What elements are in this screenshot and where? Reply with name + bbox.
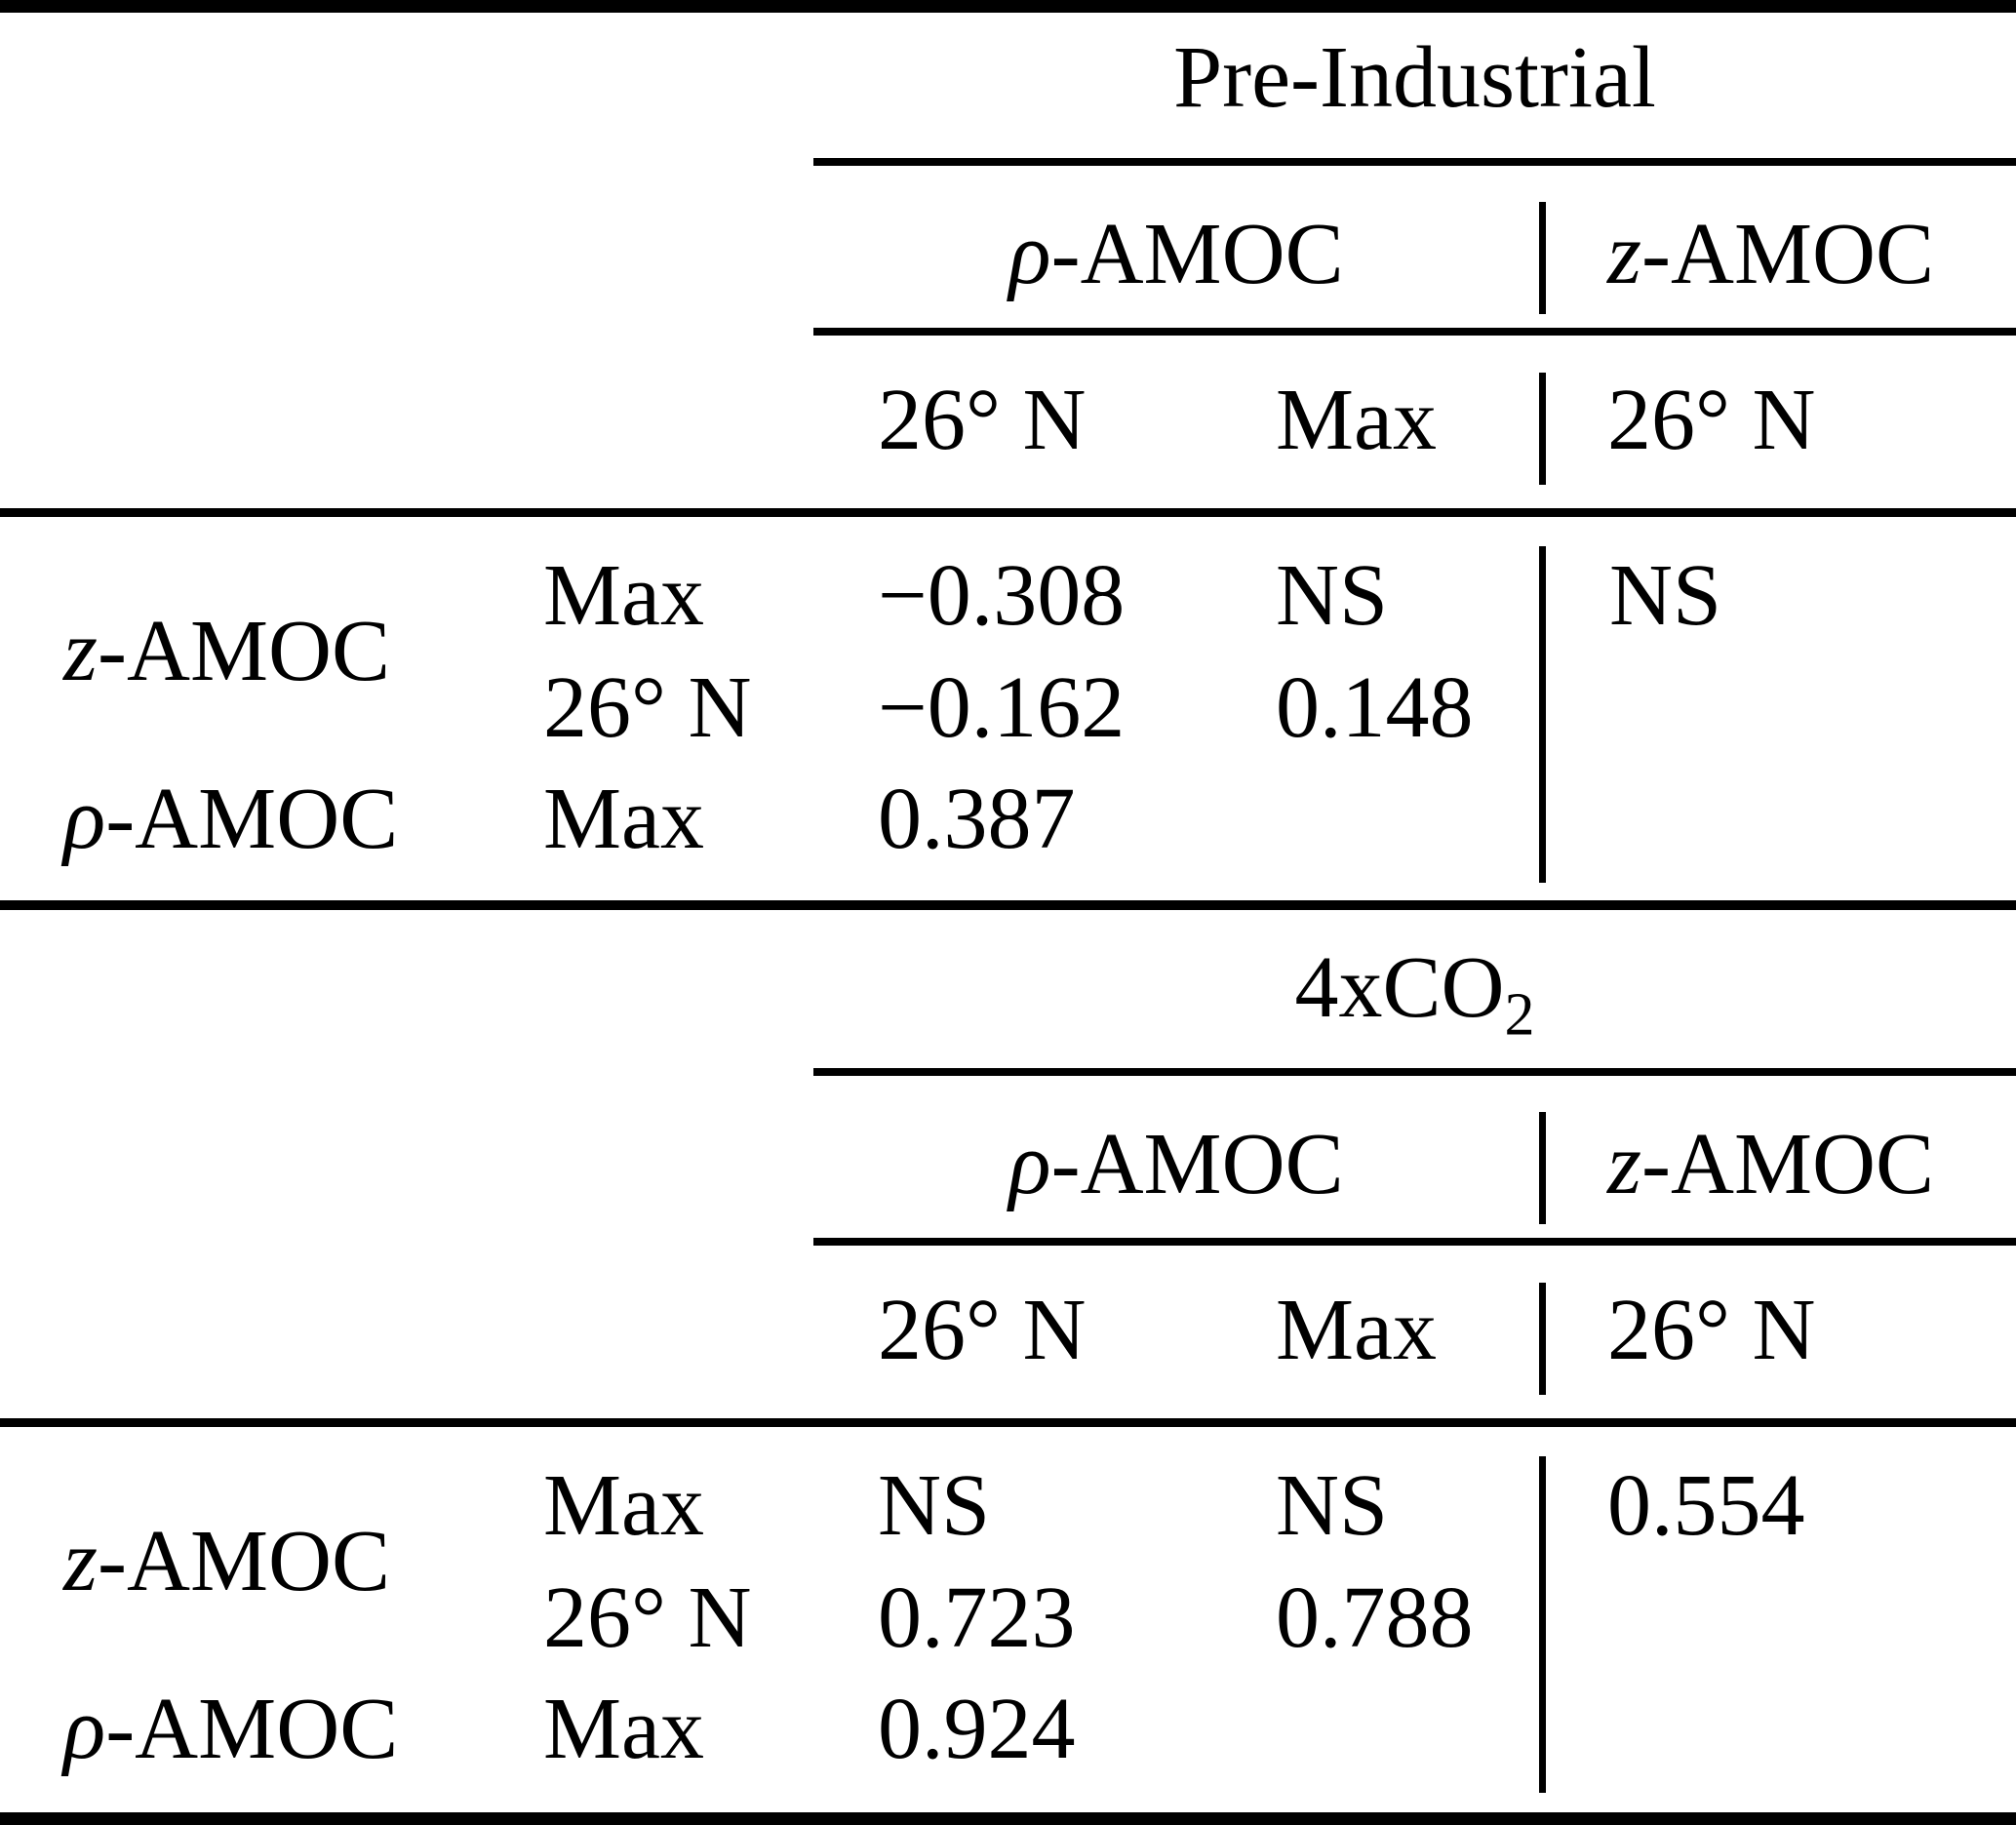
section1-row2-sublabel: 26° N [543,659,752,756]
group-header-suffix: -AMOC [1641,1116,1935,1212]
section2-z-amoc-group-header: z-AMOC [1607,1121,1934,1209]
z-symbol: z [1607,206,1642,302]
section2-row-group-label-rho-amoc: ρ-AMOC [63,1686,398,1773]
row-group-label-suffix: -AMOC [98,603,391,699]
column-divider-segment [1539,1112,1546,1224]
section1-title: Pre-Industrial [813,34,2016,122]
section-divider-rule [0,900,2016,910]
group-header-suffix: -AMOC [1050,1116,1344,1212]
section2-title-text: 4xCO [1294,939,1505,1036]
section1-rho-amoc-group-header: ρ-AMOC [845,211,1508,298]
section2-cell-z26n-rhomax: 0.788 [1276,1569,1474,1666]
z-symbol: z [63,1513,99,1609]
section1-cell-zmax-z26n: NS [1609,547,1722,644]
section1-groupheader-underline [813,328,2016,336]
column-divider-segment [1539,1283,1546,1395]
section1-cell-rhomax-rho26n: 0.387 [878,771,1076,867]
section1-cell-zmax-rhomax: NS [1276,547,1389,644]
section2-header-rule [0,1418,2016,1427]
section2-title: 4xCO2 [813,944,2016,1046]
section2-cell-zmax-z26n: 0.554 [1607,1457,1805,1554]
section2-row2-sublabel: 26° N [543,1569,752,1666]
section2-cell-rhomax-rho26n: 0.924 [878,1681,1076,1777]
column-divider-segment [1539,1456,1546,1793]
bottom-border-rule [0,1812,2016,1825]
section2-cell-zmax-rhomax: NS [1276,1457,1389,1554]
section1-cell-z26n-rhomax: 0.148 [1276,659,1474,756]
section1-col-header-rho-max: Max [1276,372,1437,468]
section2-row3-sublabel: Max [543,1681,704,1777]
rho-symbol: ρ [63,1681,106,1777]
section2-title-underline [813,1068,2016,1076]
z-symbol: z [63,603,99,699]
section2-groupheader-underline [813,1238,2016,1246]
z-symbol: z [1607,1116,1642,1212]
rho-symbol: ρ [1008,1116,1051,1212]
section1-row-group-label-z-amoc: z-AMOC [63,608,390,695]
section1-z-amoc-group-header: z-AMOC [1607,211,1934,298]
column-divider-segment [1539,546,1546,883]
section2-cell-zmax-rho26n: NS [878,1457,991,1554]
section2-col-header-rho-26n: 26° N [878,1282,1087,1378]
top-border-rule [0,0,2016,13]
rho-symbol: ρ [1008,206,1051,302]
section2-row-group-label-z-amoc: z-AMOC [63,1518,390,1606]
section2-title-subscript: 2 [1504,981,1535,1049]
group-header-suffix: -AMOC [1050,206,1344,302]
section2-col-header-z-26n: 26° N [1607,1282,1816,1378]
section1-cell-zmax-rho26n: −0.308 [878,547,1126,644]
row-group-label-suffix: -AMOC [105,771,399,867]
section1-col-header-z-26n: 26° N [1607,372,1816,468]
rho-symbol: ρ [63,771,106,867]
section2-cell-z26n-rho26n: 0.723 [878,1569,1076,1666]
section1-row3-sublabel: Max [543,771,704,867]
row-group-label-suffix: -AMOC [98,1513,391,1609]
section1-title-underline [813,158,2016,166]
group-header-suffix: -AMOC [1641,206,1935,302]
section1-title-text: Pre-Industrial [1173,29,1656,126]
section1-col-header-rho-26n: 26° N [878,372,1087,468]
section2-rho-amoc-group-header: ρ-AMOC [845,1121,1508,1209]
section2-row1-sublabel: Max [543,1457,704,1554]
section1-row-group-label-rho-amoc: ρ-AMOC [63,775,398,863]
section1-row1-sublabel: Max [543,547,704,644]
column-divider-segment [1539,202,1546,314]
section2-col-header-rho-max: Max [1276,1282,1437,1378]
section1-cell-z26n-rho26n: −0.162 [878,659,1126,756]
section1-header-rule [0,508,2016,517]
column-divider-segment [1539,373,1546,485]
row-group-label-suffix: -AMOC [105,1681,399,1777]
